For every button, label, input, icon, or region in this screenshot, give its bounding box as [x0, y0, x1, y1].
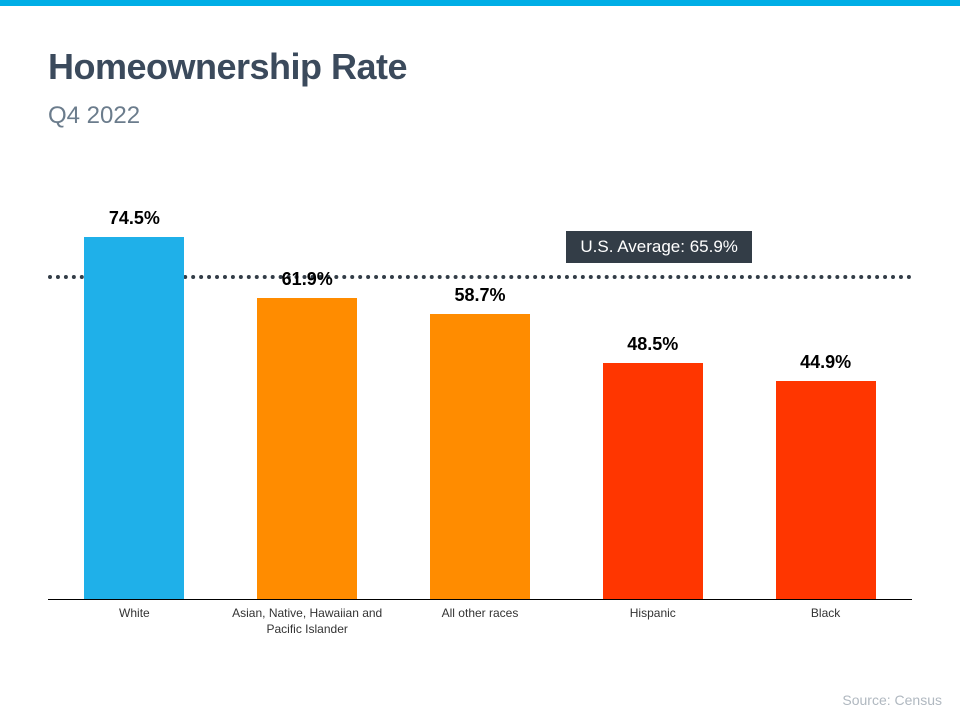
plot-region: U.S. Average: 65.9% 74.5%61.9%58.7%48.5%… [48, 210, 912, 600]
bar-value-label: 48.5% [566, 334, 739, 355]
bar [84, 237, 184, 599]
bar [257, 298, 357, 599]
x-axis-labels: WhiteAsian, Native, Hawaiian and Pacific… [48, 600, 912, 650]
bar [603, 363, 703, 599]
bar [776, 381, 876, 599]
source-credit: Source: Census [842, 692, 942, 708]
chart-title: Homeownership Rate [48, 46, 912, 88]
x-axis-label: Black [739, 600, 912, 650]
x-axis-label: All other races [394, 600, 567, 650]
x-axis-label: White [48, 600, 221, 650]
chart-area: U.S. Average: 65.9% 74.5%61.9%58.7%48.5%… [48, 170, 912, 650]
bar-value-label: 74.5% [48, 208, 221, 229]
bar-value-label: 61.9% [221, 269, 394, 290]
chart-container: Homeownership Rate Q4 2022 U.S. Average:… [0, 6, 960, 650]
bar-value-label: 44.9% [739, 352, 912, 373]
bar [430, 314, 530, 599]
bar-value-label: 58.7% [394, 285, 567, 306]
x-axis-label: Hispanic [566, 600, 739, 650]
bar-slot: 58.7% [394, 210, 567, 599]
bar-slot: 74.5% [48, 210, 221, 599]
bar-slot: 61.9% [221, 210, 394, 599]
bar-slot: 44.9% [739, 210, 912, 599]
bar-slot: 48.5% [566, 210, 739, 599]
bars-group: 74.5% 61.9%58.7% 48.5%44.9% [48, 210, 912, 599]
x-axis-label: Asian, Native, Hawaiian and Pacific Isla… [221, 600, 394, 650]
chart-subtitle: Q4 2022 [48, 102, 912, 130]
